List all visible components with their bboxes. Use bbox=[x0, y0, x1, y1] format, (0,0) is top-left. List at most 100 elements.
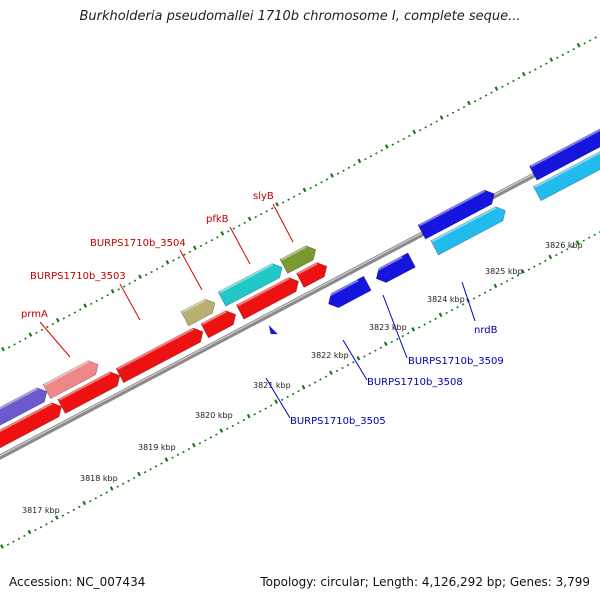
outer-tick bbox=[439, 115, 444, 120]
outer-tick bbox=[144, 273, 148, 277]
gene-forward[interactable] bbox=[200, 310, 237, 339]
gene-label-leader bbox=[265, 377, 291, 419]
gene-label-leader bbox=[272, 203, 294, 243]
outer-tick bbox=[369, 155, 373, 158]
outer-tick bbox=[117, 288, 120, 291]
scale-tick-label: 3819 kbp bbox=[138, 443, 176, 452]
outer-tick bbox=[165, 260, 170, 265]
gene-forward[interactable] bbox=[57, 371, 121, 414]
inner-tick bbox=[61, 514, 65, 517]
inner-tick bbox=[363, 355, 366, 358]
inner-tick bbox=[319, 378, 322, 381]
gene-reverse[interactable] bbox=[328, 275, 372, 309]
outer-tick bbox=[232, 227, 236, 230]
inner-tick bbox=[0, 544, 4, 549]
inner-tick bbox=[226, 427, 229, 430]
gene-forward[interactable] bbox=[296, 262, 328, 288]
gene-light-blue[interactable] bbox=[533, 133, 600, 202]
inner-tick bbox=[308, 384, 311, 387]
gene-light-blue[interactable] bbox=[430, 206, 506, 256]
inner-tick bbox=[143, 471, 147, 474]
gene-forward[interactable] bbox=[115, 327, 204, 384]
gene-label-forward[interactable]: prmA bbox=[21, 309, 48, 320]
inner-tick bbox=[242, 418, 246, 422]
inner-tick bbox=[269, 404, 273, 407]
outer-tick bbox=[451, 111, 455, 114]
gene-cyan[interactable] bbox=[217, 263, 283, 307]
inner-tick bbox=[237, 421, 240, 425]
gene-label-forward[interactable]: slyB bbox=[253, 191, 274, 202]
inner-tick bbox=[258, 410, 262, 413]
gene-label-leader bbox=[461, 281, 476, 322]
inner-tick bbox=[67, 511, 70, 514]
outer-tick bbox=[347, 166, 351, 169]
inner-tick bbox=[246, 413, 251, 419]
gene-label-reverse[interactable]: nrdB bbox=[474, 325, 498, 336]
outer-tick bbox=[357, 158, 362, 164]
gene-purple[interactable] bbox=[0, 387, 48, 437]
outer-tick bbox=[566, 50, 570, 54]
gene-forward-highlight bbox=[237, 277, 290, 307]
inner-tick bbox=[121, 482, 125, 485]
outer-tick bbox=[549, 57, 554, 62]
outer-tick bbox=[424, 126, 427, 129]
outer-tick bbox=[227, 230, 230, 233]
outer-tick bbox=[275, 202, 280, 207]
gene-cyan-highlight bbox=[219, 263, 274, 294]
gene-label-forward[interactable]: pfkB bbox=[206, 214, 229, 225]
outer-tick bbox=[412, 129, 417, 135]
gene-pink[interactable] bbox=[42, 360, 99, 400]
gene-label-forward[interactable]: BURPS1710b_3504 bbox=[90, 238, 186, 249]
inner-tick bbox=[297, 389, 300, 393]
inner-tick bbox=[34, 528, 37, 532]
gene-reverse[interactable] bbox=[529, 115, 600, 181]
scale-tick-label: 3820 kbp bbox=[195, 411, 233, 420]
gene-label-reverse[interactable]: BURPS1710b_3508 bbox=[367, 377, 463, 388]
gene-reverse[interactable] bbox=[417, 189, 495, 240]
outer-tick bbox=[35, 331, 38, 334]
outer-tick bbox=[330, 173, 334, 178]
outer-tick bbox=[247, 216, 252, 222]
outer-tick bbox=[528, 71, 532, 74]
outer-tick bbox=[512, 79, 515, 83]
outer-tick bbox=[292, 195, 296, 198]
outer-tick bbox=[138, 274, 142, 280]
outer-tick bbox=[418, 129, 422, 132]
gene-label-leader bbox=[179, 249, 203, 291]
outer-tick bbox=[122, 285, 126, 288]
outer-tick bbox=[402, 137, 406, 141]
gene-forward[interactable] bbox=[0, 402, 62, 450]
inner-tick bbox=[219, 428, 224, 433]
outer-tick bbox=[210, 239, 214, 242]
backbone-highlight bbox=[0, 138, 600, 457]
outer-tick bbox=[254, 215, 257, 219]
gene-khaki[interactable] bbox=[180, 298, 216, 327]
outer-tick bbox=[576, 42, 581, 48]
gene-label-reverse[interactable]: BURPS1710b_3509 bbox=[408, 356, 504, 367]
outer-tick bbox=[51, 322, 55, 326]
inner-tick bbox=[500, 282, 503, 286]
inner-tick bbox=[23, 534, 26, 538]
inner-tick bbox=[511, 277, 514, 280]
inner-tick bbox=[280, 398, 284, 402]
outer-tick bbox=[375, 152, 378, 155]
outer-tick bbox=[188, 250, 192, 253]
gene-reverse[interactable] bbox=[375, 252, 416, 283]
gene-reverse-highlight bbox=[373, 256, 403, 273]
outer-tick bbox=[238, 224, 241, 227]
gene-label-forward[interactable]: BURPS1710b_3503 bbox=[30, 271, 126, 282]
inner-tick bbox=[209, 436, 213, 439]
inner-tick bbox=[368, 352, 372, 355]
inner-tick bbox=[565, 248, 569, 251]
gene-reverse-small[interactable] bbox=[268, 325, 278, 335]
inner-tick bbox=[493, 283, 498, 289]
inner-tick bbox=[105, 491, 108, 494]
inner-tick bbox=[231, 424, 235, 428]
gene-olive[interactable] bbox=[279, 245, 317, 274]
inner-tick bbox=[149, 468, 152, 471]
gene-forward-highlight bbox=[297, 262, 318, 275]
gene-label-leader bbox=[229, 226, 251, 265]
outer-tick bbox=[13, 343, 16, 346]
gene-forward[interactable] bbox=[235, 277, 299, 320]
gene-label-reverse[interactable]: BURPS1710b_3505 bbox=[290, 416, 386, 427]
